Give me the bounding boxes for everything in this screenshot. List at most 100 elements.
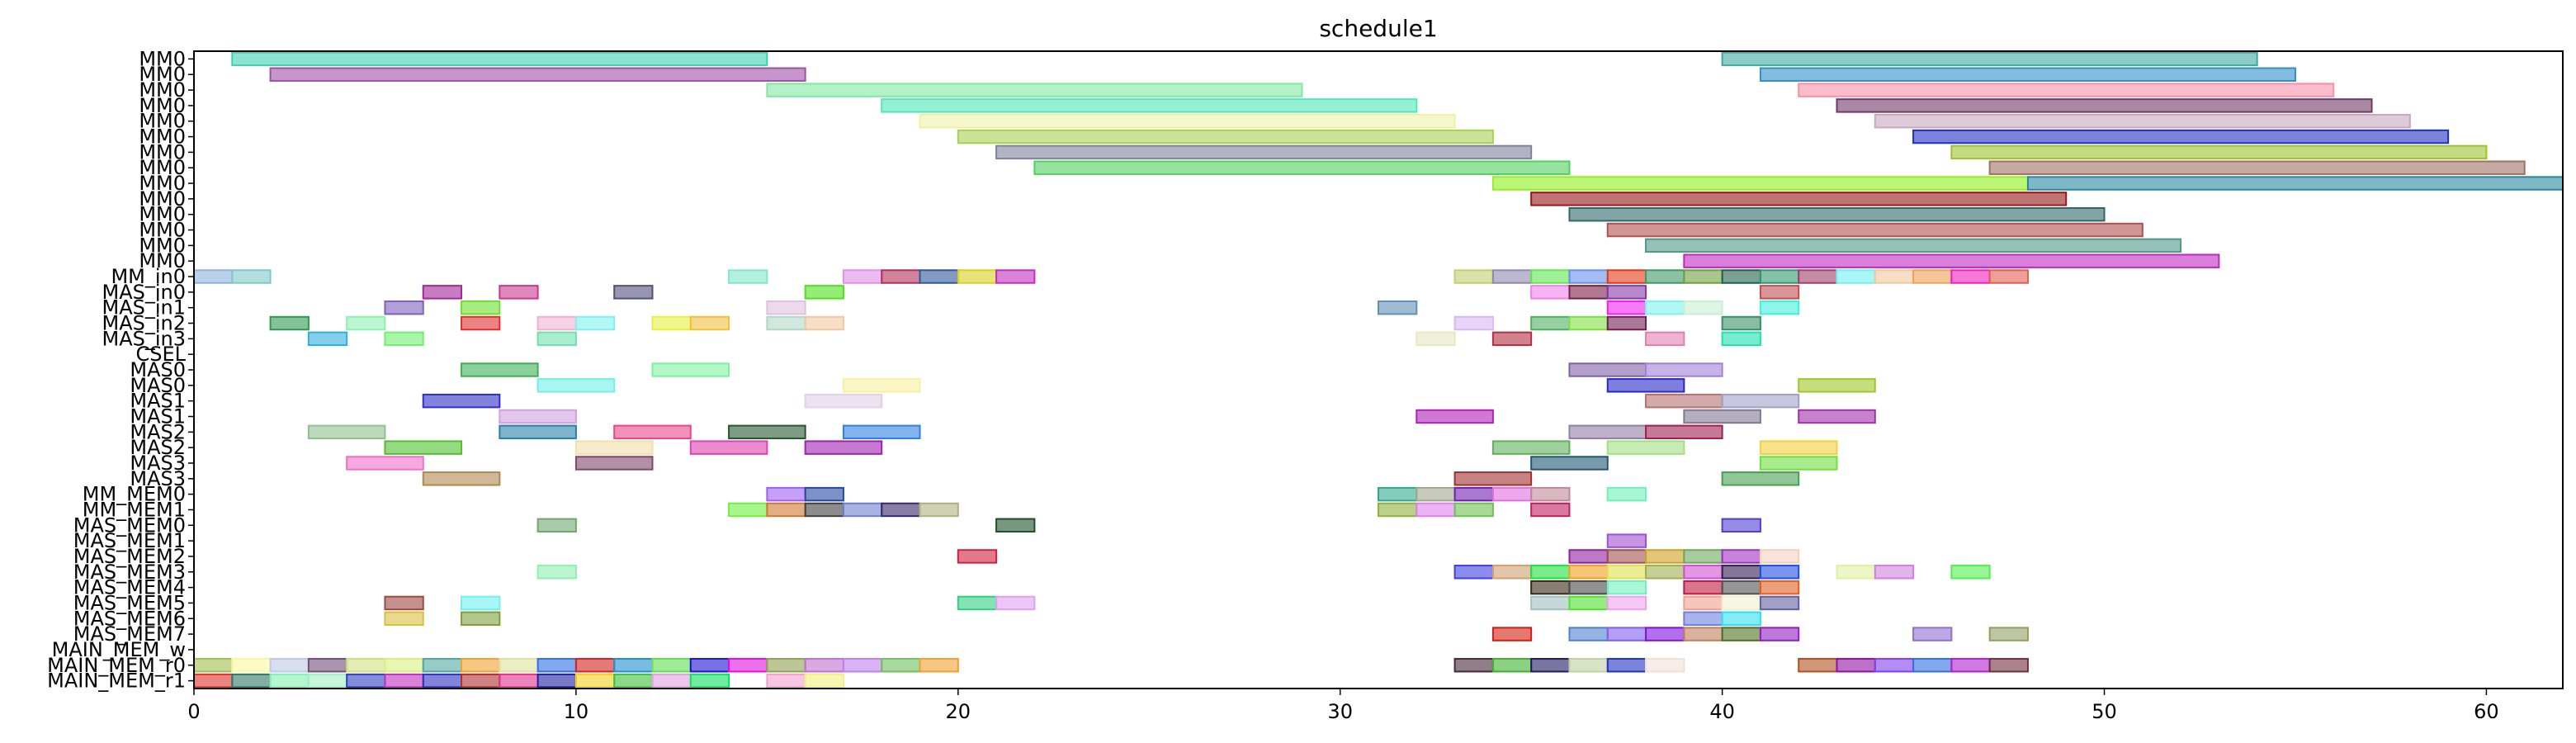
task-bar <box>536 565 577 580</box>
y-tick-label: MM0 <box>139 125 186 149</box>
task-bar <box>1798 269 1838 284</box>
task-bar <box>957 549 998 564</box>
task-bar <box>384 658 424 673</box>
y-tick-label: MM_MEM0 <box>83 483 186 506</box>
task-bar <box>881 269 921 284</box>
task-bar <box>574 673 616 689</box>
task-bar <box>1759 300 1800 315</box>
task-bar <box>1033 160 1571 175</box>
task-bar <box>461 315 501 331</box>
task-bar <box>1950 565 1991 580</box>
task-bar <box>728 502 768 518</box>
task-bar <box>1874 114 2411 129</box>
plot-frame <box>193 50 2564 689</box>
task-bar <box>193 269 234 284</box>
task-bar <box>1645 658 1685 673</box>
y-tick-label: MAS_MEM4 <box>73 576 186 599</box>
task-bar <box>1721 580 1761 595</box>
task-bar <box>1988 269 2029 284</box>
task-bar <box>1491 658 1533 673</box>
task-bar <box>1530 269 1571 284</box>
task-bar <box>1453 658 1494 673</box>
task-bar <box>842 658 883 673</box>
y-tick-label: MM0 <box>139 187 186 211</box>
task-bar <box>422 393 501 409</box>
task-bar <box>1721 595 1761 611</box>
task-bar <box>574 440 654 455</box>
task-bar <box>499 409 577 424</box>
task-bar <box>384 300 424 315</box>
y-tick-label: MAS0 <box>130 374 186 397</box>
task-bar <box>881 502 921 518</box>
task-bar <box>881 658 921 673</box>
task-bar <box>536 518 577 533</box>
task-bar <box>766 315 806 331</box>
task-bar <box>231 51 768 67</box>
y-tick-label: MM_MEM1 <box>83 498 186 521</box>
task-bar <box>1645 269 1685 284</box>
task-bar <box>1721 565 1761 580</box>
task-bar <box>1416 486 1456 502</box>
task-bar <box>689 315 730 331</box>
task-bar <box>1874 269 1915 284</box>
task-bar <box>1645 627 1685 641</box>
task-bar <box>804 673 844 689</box>
task-bar <box>269 67 806 82</box>
x-tick-label: 30 <box>1327 700 1353 723</box>
task-bar <box>1798 83 2335 97</box>
task-bar <box>1874 565 1915 580</box>
task-bar <box>1568 315 1609 331</box>
task-bar <box>804 658 844 673</box>
task-bar <box>1568 285 1609 300</box>
task-bar <box>1759 269 1800 284</box>
task-bar <box>461 362 539 377</box>
y-tick-label: MAS0 <box>130 358 186 381</box>
task-bar <box>1530 315 1571 331</box>
task-bar <box>842 269 883 284</box>
task-bar <box>766 83 1303 97</box>
task-bar <box>1759 627 1800 641</box>
task-bar <box>842 424 921 440</box>
x-tick-label: 0 <box>187 700 200 723</box>
task-bar <box>728 424 806 440</box>
task-bar <box>995 518 1036 533</box>
task-bar <box>1606 269 1647 284</box>
task-bar <box>1912 129 2450 144</box>
task-bar <box>1453 502 1494 518</box>
y-tick-label: MM0 <box>139 140 186 163</box>
task-bar <box>1721 611 1761 626</box>
task-bar <box>1798 409 1876 424</box>
y-tick-label: MM0 <box>139 219 186 242</box>
task-bar <box>1988 627 2029 641</box>
task-bar <box>1912 658 1953 673</box>
task-bar <box>461 658 501 673</box>
task-bar <box>384 673 424 689</box>
task-bar <box>804 285 844 300</box>
task-bar <box>1416 502 1456 518</box>
x-tick-label: 20 <box>946 700 971 723</box>
task-bar <box>1606 533 1647 548</box>
task-bar <box>1836 658 1876 673</box>
task-bar <box>346 315 386 331</box>
y-axis: MM0MM0MM0MM0MM0MM0MM0MM0MM0MM0MM0MM0MM0M… <box>47 47 194 693</box>
y-tick-label: MAS_in2 <box>102 312 186 335</box>
task-bar <box>766 486 806 502</box>
y-tick-label: MAIN_MEM_r0 <box>47 654 186 677</box>
task-bar <box>307 673 348 689</box>
task-bar <box>804 440 883 455</box>
task-bar <box>766 658 806 673</box>
task-bar <box>574 658 616 673</box>
y-tick-label: MM0 <box>139 203 186 226</box>
task-bar <box>728 658 768 673</box>
task-bar <box>461 673 501 689</box>
task-bar <box>1759 456 1838 471</box>
task-bar <box>1453 565 1494 580</box>
y-tick-label: MAS_MEM7 <box>73 622 186 646</box>
y-tick-label: MM0 <box>139 110 186 133</box>
task-bar <box>919 269 959 284</box>
y-tick-label: MM0 <box>139 47 186 70</box>
task-bar <box>1453 471 1533 486</box>
task-bar <box>1491 440 1571 455</box>
task-bar <box>1378 486 1418 502</box>
